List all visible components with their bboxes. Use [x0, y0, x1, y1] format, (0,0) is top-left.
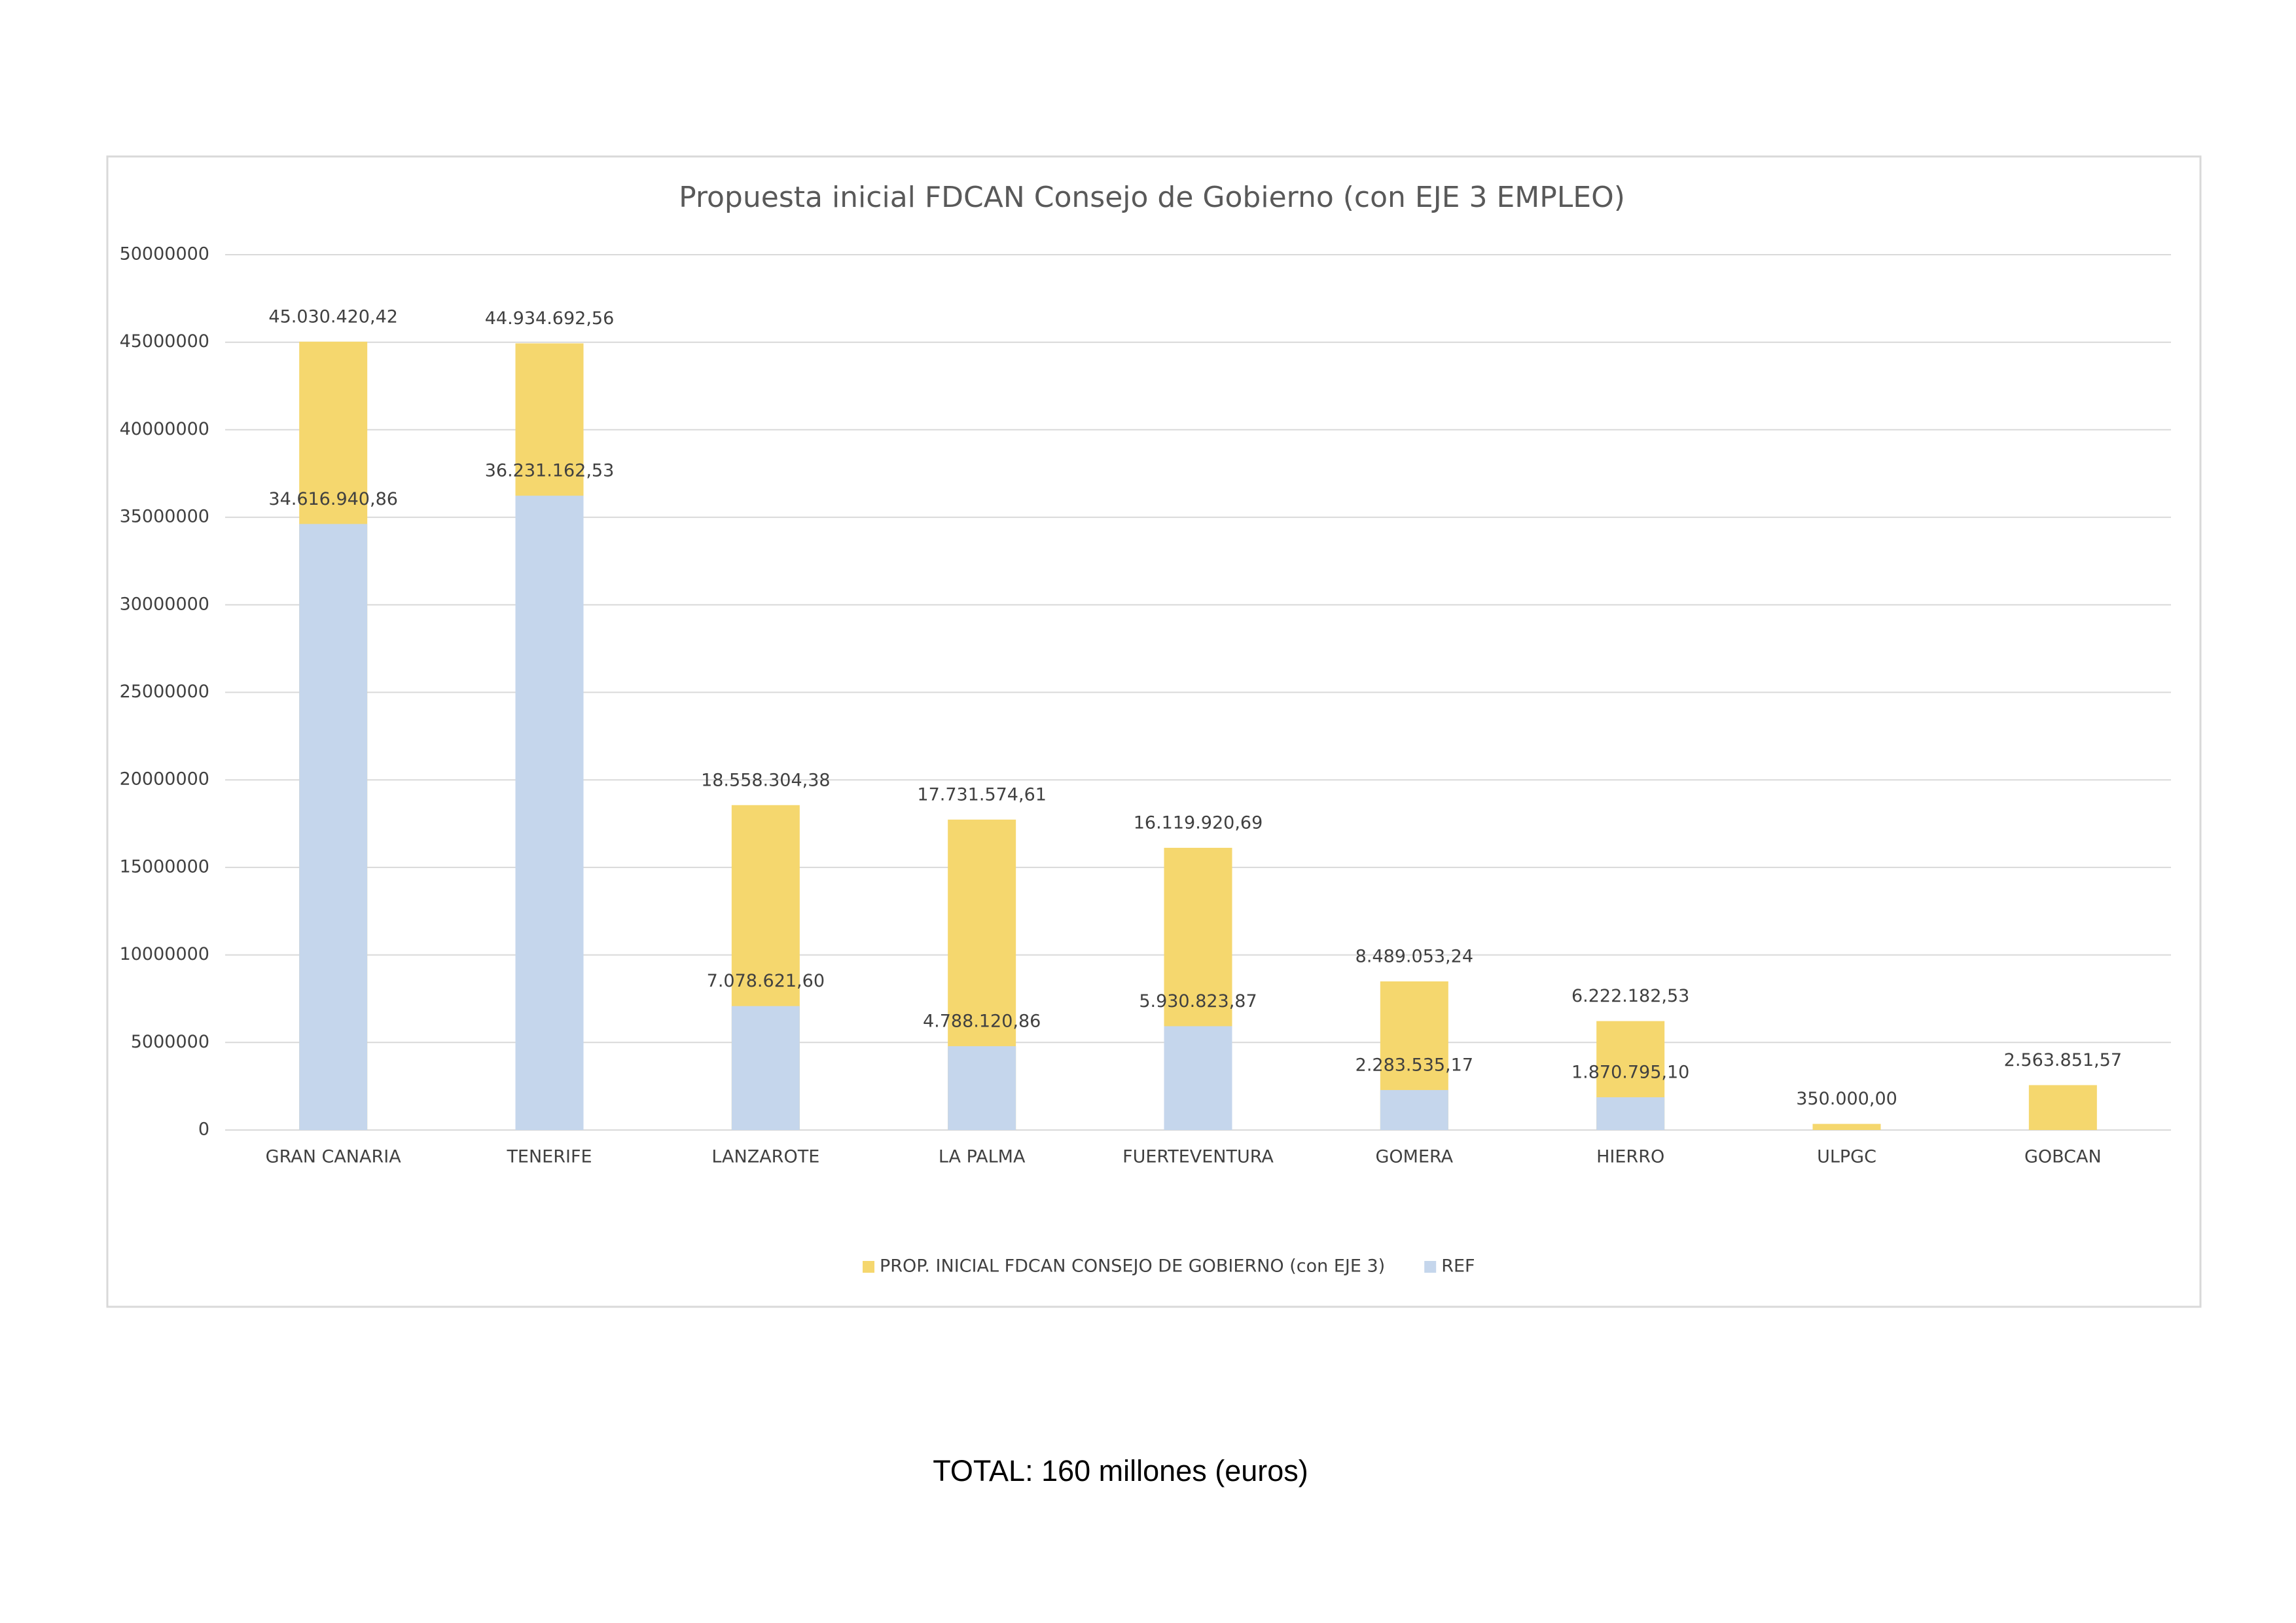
- x-tick-label: FUERTEVENTURA: [1122, 1147, 1274, 1167]
- data-label: 2.563.851,57: [2004, 1050, 2122, 1070]
- x-tick-label: HIERRO: [1596, 1147, 1664, 1167]
- bar: [1380, 1089, 1448, 1130]
- bar: [1596, 1097, 1665, 1130]
- data-label: 16.119.920,69: [1134, 812, 1263, 833]
- bar: [1812, 1123, 1881, 1130]
- legend-swatch: [863, 1261, 874, 1273]
- y-tick-label: 35000000: [120, 507, 209, 527]
- y-tick-label: 20000000: [120, 769, 209, 790]
- x-tick-label: LA PALMA: [939, 1147, 1026, 1167]
- data-label: 18.558.304,38: [701, 770, 831, 790]
- data-label: 7.078.621,60: [707, 971, 825, 991]
- y-tick-label: 5000000: [131, 1032, 209, 1052]
- y-tick-label: 40000000: [120, 419, 209, 439]
- data-label: 5.930.823,87: [1139, 991, 1257, 1012]
- data-label: 2.283.535,17: [1355, 1055, 1473, 1075]
- y-tick-label: 45000000: [120, 331, 209, 352]
- bar: [299, 524, 368, 1130]
- x-tick-label: LANZAROTE: [711, 1147, 819, 1167]
- data-label: 8.489.053,24: [1355, 947, 1473, 967]
- data-label: 350.000,00: [1796, 1089, 1897, 1109]
- bar: [515, 496, 584, 1130]
- legend-label: PROP. INICIAL FDCAN CONSEJO DE GOBIERNO …: [880, 1256, 1385, 1277]
- x-tick-label: GOMERA: [1375, 1147, 1453, 1167]
- data-label: 45.030.420,42: [268, 306, 398, 327]
- bar: [1164, 1026, 1232, 1130]
- data-label: 1.870.795,10: [1571, 1062, 1689, 1082]
- y-tick-label: 15000000: [120, 856, 209, 877]
- y-tick-label: 25000000: [120, 682, 209, 702]
- data-label: 4.788.120,86: [923, 1011, 1041, 1031]
- annotation: TOTAL: 160 millones (euros): [933, 1454, 1308, 1487]
- y-tick-label: 0: [198, 1120, 209, 1140]
- y-tick-label: 10000000: [120, 944, 209, 964]
- legend-label: REF: [1441, 1256, 1475, 1277]
- chart-title: Propuesta inicial FDCAN Consejo de Gobie…: [679, 181, 1625, 214]
- legend-swatch: [1424, 1261, 1437, 1273]
- y-tick-label: 30000000: [120, 594, 209, 614]
- data-label: 36.231.162,53: [485, 461, 615, 481]
- chart-frame: [106, 155, 2202, 1308]
- bar: [2028, 1085, 2097, 1130]
- x-tick-label: GOBCAN: [2024, 1147, 2102, 1167]
- x-tick-label: TENERIFE: [506, 1147, 592, 1167]
- x-tick-label: ULPGC: [1817, 1147, 1876, 1167]
- bar: [731, 1006, 800, 1130]
- data-label: 44.934.692,56: [485, 308, 615, 329]
- data-label: 6.222.182,53: [1571, 986, 1689, 1006]
- y-tick-label: 50000000: [120, 244, 209, 264]
- data-label: 34.616.940,86: [268, 489, 398, 509]
- x-tick-label: GRAN CANARIA: [266, 1147, 402, 1167]
- data-label: 17.731.574,61: [917, 784, 1047, 805]
- bar: [948, 1046, 1016, 1130]
